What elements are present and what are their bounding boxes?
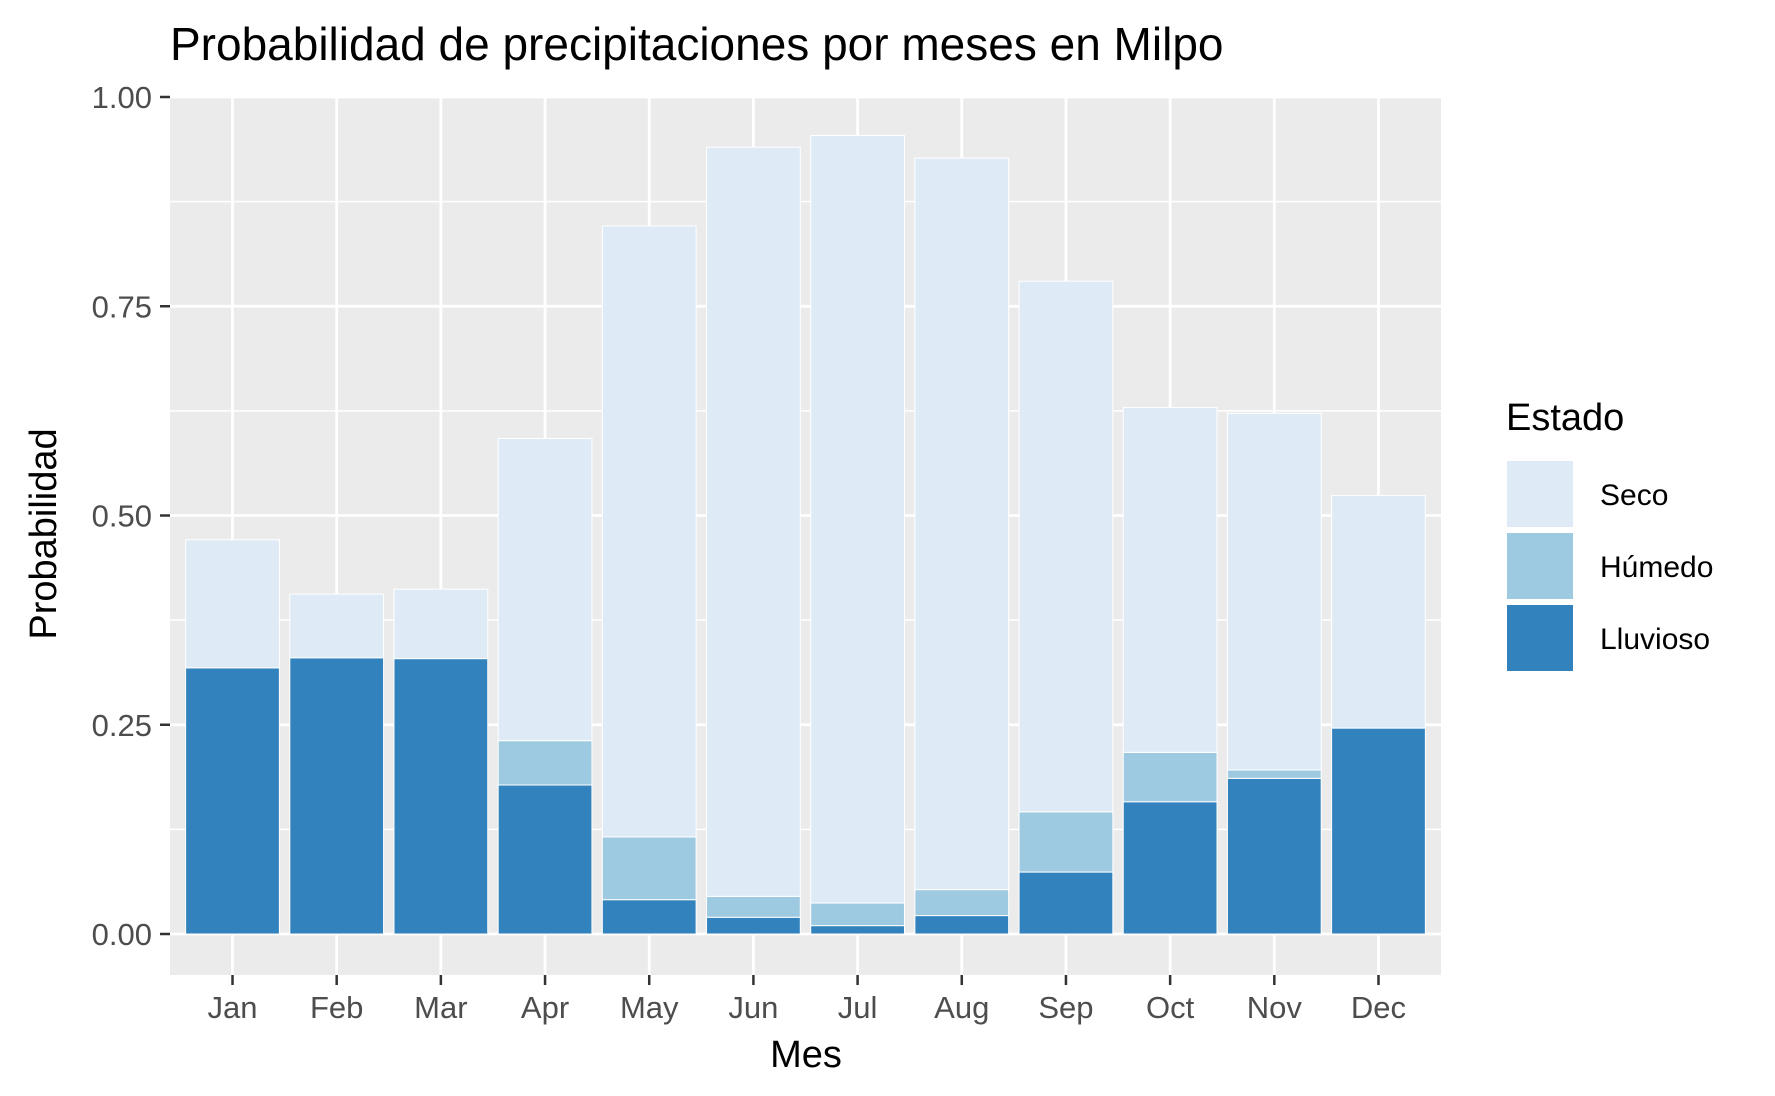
bar-may-humedo [601, 836, 697, 901]
x-tick-label-mar: Mar [414, 990, 467, 1025]
bars [185, 135, 1426, 935]
bar-oct-lluvioso [1122, 801, 1218, 935]
bar-may-seco [601, 225, 697, 838]
y-tick-label: 0.75 [92, 289, 152, 324]
y-axis: 0.00 0.25 0.50 0.75 1.00 [92, 80, 170, 952]
bar-mar-seco [393, 588, 489, 660]
x-axis-title: Mes [770, 1034, 842, 1076]
bar-dec-seco [1331, 494, 1426, 729]
bar-oct-humedo [1122, 751, 1218, 803]
bar-aug-seco [914, 157, 1010, 891]
y-tick-label: 0.00 [92, 917, 152, 952]
bar-jan-seco [185, 539, 280, 669]
bar-jul-humedo [810, 902, 905, 927]
bar-aug-lluvioso [914, 915, 1010, 935]
bar-apr-lluvioso [497, 784, 593, 935]
bar-feb-lluvioso [289, 657, 385, 935]
bar-jul-lluvioso [810, 925, 905, 935]
x-tick-label-nov: Nov [1247, 990, 1303, 1025]
legend-label: Húmedo [1600, 551, 1713, 584]
legend-key [1505, 603, 1575, 673]
x-tick-label-dec: Dec [1351, 990, 1406, 1025]
chart-title: Probabilidad de precipitaciones por mese… [170, 18, 1224, 70]
bar-nov-lluvioso [1226, 777, 1322, 935]
bar-jun-lluvioso [706, 916, 801, 935]
bar-sep-lluvioso [1018, 871, 1114, 935]
bar-jan-lluvioso [185, 667, 280, 935]
x-tick-label-sep: Sep [1038, 990, 1093, 1025]
bar-jun-seco [706, 146, 801, 897]
bar-mar-lluvioso [393, 658, 489, 935]
x-tick-label-jan: Jan [208, 990, 258, 1025]
bar-oct-seco [1122, 407, 1218, 753]
x-tick-label-aug: Aug [934, 990, 989, 1025]
bar-dec-lluvioso [1331, 727, 1426, 935]
x-tick-label-feb: Feb [310, 990, 363, 1025]
bar-apr-humedo [497, 740, 593, 786]
bar-apr-seco [497, 437, 593, 742]
bar-jun-humedo [706, 895, 801, 918]
bar-feb-seco [289, 593, 385, 659]
y-tick-label: 1.00 [92, 80, 152, 115]
legend: Estado Seco Húmedo Lluvioso [1505, 397, 1713, 673]
bar-nov-seco [1226, 412, 1322, 771]
y-tick-label: 0.25 [92, 708, 152, 743]
bar-jul-seco [810, 135, 905, 904]
x-tick-label-apr: Apr [521, 990, 569, 1025]
bar-sep-seco [1018, 280, 1114, 813]
x-tick-label-oct: Oct [1146, 990, 1195, 1025]
legend-label: Seco [1600, 479, 1668, 512]
bar-aug-humedo [914, 889, 1010, 917]
legend-title: Estado [1506, 397, 1624, 439]
x-axis: Jan Feb Mar Apr May Jun Jul Aug Sep Oct Nov Dec [208, 975, 1406, 1025]
y-axis-title: Probabilidad [23, 428, 65, 639]
y-tick-label: 0.50 [92, 499, 152, 534]
legend-key [1505, 531, 1575, 601]
legend-label: Lluvioso [1600, 623, 1710, 656]
bar-nov-humedo [1226, 769, 1322, 779]
x-tick-label-jun: Jun [728, 990, 778, 1025]
legend-key [1505, 459, 1575, 529]
x-tick-label-jul: Jul [838, 990, 878, 1025]
bar-sep-humedo [1018, 811, 1114, 873]
x-tick-label-may: May [620, 990, 679, 1025]
bar-may-lluvioso [601, 899, 697, 935]
